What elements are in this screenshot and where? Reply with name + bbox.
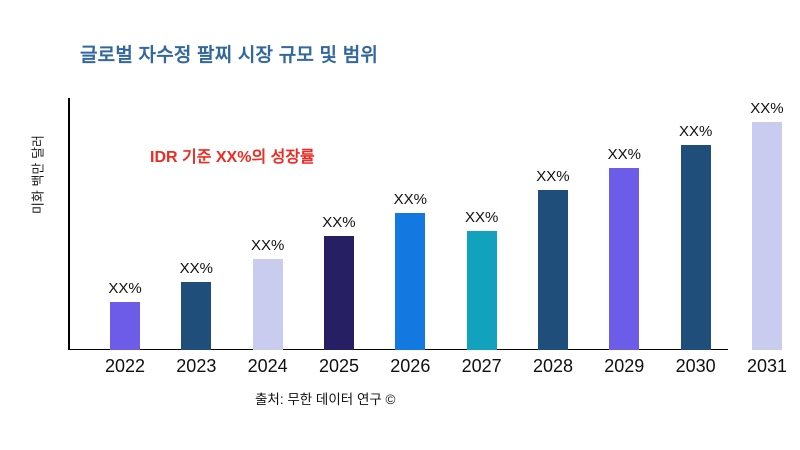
source-attribution: 출처: 무한 데이터 연구 © <box>255 392 396 407</box>
bar-2024 <box>252 259 283 350</box>
bar-2022 <box>110 302 140 350</box>
bar-value-label-2029: XX% <box>607 146 641 163</box>
x-tick-2029: 2029 <box>604 356 645 376</box>
bar-value-label-2027: XX% <box>464 209 499 226</box>
bar-value-label-2024: XX% <box>250 237 285 254</box>
bar-value-label-2025: XX% <box>322 214 356 231</box>
bar-value-label-2028: XX% <box>536 168 570 185</box>
bar-2028 <box>537 190 568 350</box>
bar-2023 <box>181 282 212 350</box>
bar-2027 <box>466 231 497 350</box>
bar-2025 <box>323 236 354 350</box>
bar-2030 <box>680 145 711 350</box>
growth-rate-annotation: IDR 기준 XX%의 성장률 <box>150 149 315 166</box>
bar-value-label-2030: XX% <box>678 123 713 140</box>
bar-value-label-2026: XX% <box>393 191 427 208</box>
x-tick-2024: 2024 <box>247 356 288 376</box>
bar-2031 <box>751 122 782 350</box>
bar-2026 <box>395 213 426 350</box>
x-tick-2023: 2023 <box>176 356 217 376</box>
y-axis-line <box>68 98 70 350</box>
x-tick-2025: 2025 <box>318 356 359 376</box>
bar-2029 <box>609 168 640 350</box>
bar-value-label-2022: XX% <box>108 280 142 297</box>
x-tick-2031: 2031 <box>746 356 787 376</box>
x-tick-2022: 2022 <box>104 356 146 376</box>
bar-value-label-2031: XX% <box>750 100 784 117</box>
chart-title: 글로벌 자수정 팔찌 시장 규모 및 범위 <box>80 45 379 66</box>
x-tick-2030: 2030 <box>675 356 716 376</box>
bar-value-label-2023: XX% <box>179 260 213 277</box>
x-tick-2028: 2028 <box>532 356 573 376</box>
x-tick-2026: 2026 <box>390 356 431 376</box>
x-tick-2027: 2027 <box>461 356 502 376</box>
